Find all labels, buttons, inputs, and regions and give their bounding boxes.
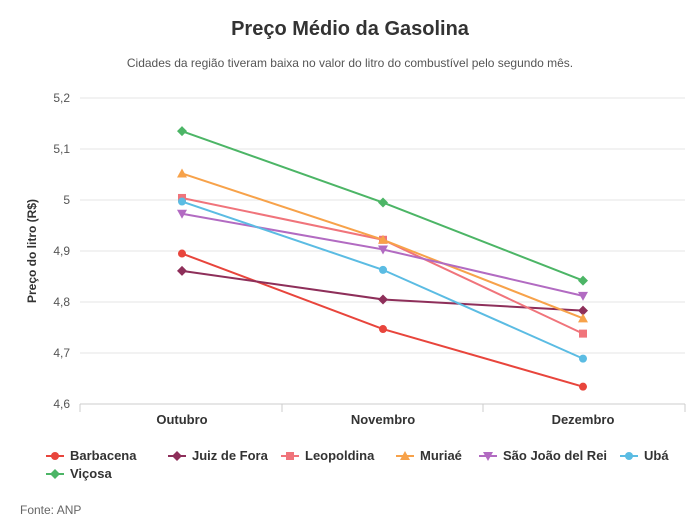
legend-label: Ubá [644,448,669,463]
chart-subtitle: Cidades da região tiveram baixa no valor… [126,56,574,70]
y-tick-label: 4,6 [53,397,70,411]
legend-symbol [620,451,638,460]
legend-item[interactable]: Viçosa [46,466,112,481]
series-line-sao-joao-del-rei [181,212,584,297]
legend-symbol [479,451,497,461]
legend-item[interactable]: Ubá [620,448,669,463]
y-tick-label: 5 [63,193,70,207]
data-point-uba [579,354,587,363]
data-point-juiz-de-fora [578,305,588,316]
legend-symbol [396,450,414,460]
legend-label: Viçosa [70,466,112,481]
legend-symbol [168,450,186,461]
data-point-uba [178,197,186,206]
data-point-uba [379,265,387,274]
data-point-muriae [177,168,187,178]
x-tick-label: Novembro [351,412,415,427]
line-chart: 5,2 5,1 5 4,9 4,8 4,7 4,6 Outubro Novembro Dezemb… [25,91,686,427]
data-point-muriae [578,313,588,323]
data-point-juiz-de-fora [177,265,187,276]
y-tick-label: 4,9 [53,244,70,258]
y-tick-label: 4,8 [53,295,70,309]
data-point-juiz-de-fora [378,294,388,305]
data-point-barbacena [178,249,186,258]
data-point-barbacena [379,325,387,334]
data-point-vicosa [378,197,388,208]
legend-symbol [46,468,64,479]
legend-item[interactable]: Leopoldina [281,448,374,463]
data-point-sao-joao-del-rei [378,245,388,255]
y-tick-label: 5,1 [53,142,70,156]
legend-symbol [281,451,299,460]
data-point-leopoldina [579,329,587,338]
data-point-muriae [378,234,388,244]
y-tick-label: 4,7 [53,346,70,360]
legend-label: Barbacena [70,448,137,463]
legend-label: São João del Rei [503,448,608,463]
y-axis-label: Preço do litro (R$) [25,199,39,303]
legend-symbol [46,451,64,460]
x-tick-label: Dezembro [552,412,615,427]
legend-item[interactable]: Juiz de Fora [168,448,268,463]
series-line-leopoldina [181,196,584,335]
legend-label: Muriaé [420,448,462,463]
data-point-vicosa [177,126,187,137]
data-point-barbacena [579,382,587,391]
source-note: Fonte: ANP [20,503,82,517]
y-tick-label: 5,2 [53,91,70,105]
legend-item[interactable]: São João del Rei [479,448,607,463]
data-point-sao-joao-del-rei [578,291,588,301]
data-point-vicosa [578,275,588,286]
legend-item[interactable]: Barbacena [46,448,136,463]
legend-label: Leopoldina [305,448,375,463]
chart-title: Preço Médio da Gasolina [231,18,469,40]
legend-label: Juiz de Fora [192,448,268,463]
data-point-sao-joao-del-rei [177,209,187,219]
legend-item[interactable]: Muriaé [396,448,462,463]
x-tick-label: Outubro [156,412,207,427]
